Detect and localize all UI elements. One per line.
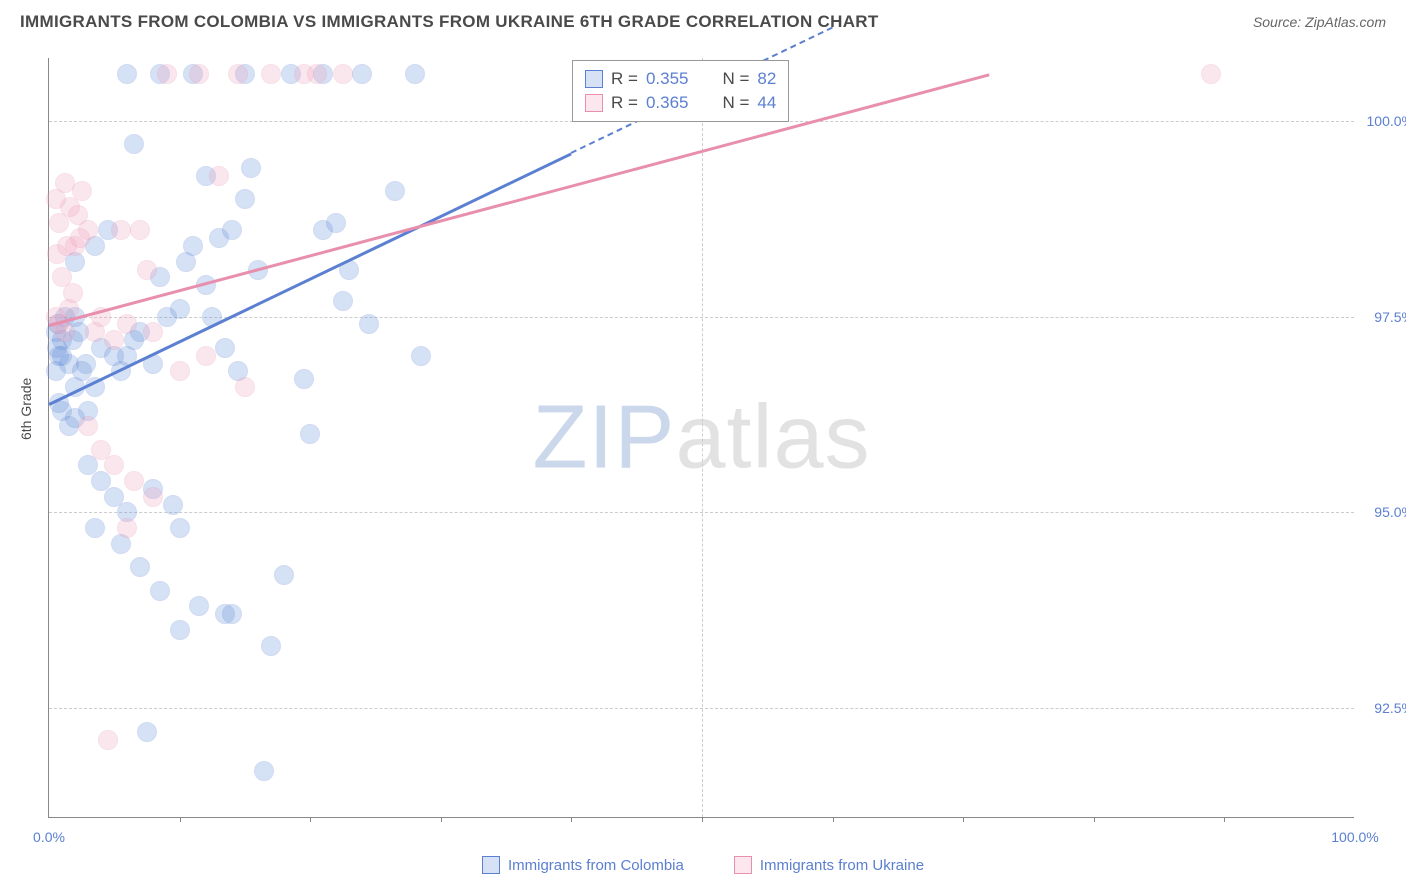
scatter-point [411,346,431,366]
legend-label-colombia: Immigrants from Colombia [508,857,684,874]
scatter-point [170,518,190,538]
scatter-point [124,471,144,491]
scatter-point [300,424,320,444]
scatter-point [111,220,131,240]
y-tick-label: 100.0% [1359,113,1406,129]
scatter-point [405,64,425,84]
scatter-point [222,604,242,624]
scatter-point [254,761,274,781]
x-tick-mark [1094,817,1095,822]
legend-swatch-ukraine [734,856,752,874]
scatter-point [170,620,190,640]
scatter-point [98,730,118,750]
bottom-legend: Immigrants from Colombia Immigrants from… [0,856,1406,874]
scatter-point [189,596,209,616]
scatter-point [235,189,255,209]
scatter-point [143,487,163,507]
legend-item-colombia: Immigrants from Colombia [482,856,684,874]
regression-line [48,152,571,405]
x-tick-mark [702,817,703,822]
scatter-point [104,330,124,350]
y-tick-label: 92.5% [1359,700,1406,716]
scatter-point [209,166,229,186]
scatter-point [326,213,346,233]
stats-swatch [585,94,603,112]
x-tick-label: 100.0% [1331,829,1378,845]
scatter-point [189,64,209,84]
scatter-point [307,64,327,84]
x-tick-mark [180,817,181,822]
source-label: Source: ZipAtlas.com [1253,14,1386,30]
y-axis-label: 6th Grade [18,378,34,440]
scatter-point [150,581,170,601]
scatter-point [333,64,353,84]
scatter-point [1201,64,1221,84]
scatter-point [117,64,137,84]
x-tick-label: 0.0% [33,829,65,845]
scatter-point [261,64,281,84]
gridline [702,58,703,817]
scatter-point [130,557,150,577]
scatter-point [241,158,261,178]
scatter-point [196,346,216,366]
scatter-point [137,722,157,742]
stats-row: R =0.365N =44 [585,91,776,115]
scatter-point [85,518,105,538]
scatter-point [274,565,294,585]
scatter-point [228,64,248,84]
scatter-point [72,181,92,201]
scatter-point [130,220,150,240]
stats-swatch [585,70,603,88]
scatter-point [333,291,353,311]
x-tick-mark [833,817,834,822]
scatter-point [163,495,183,515]
scatter-point [385,181,405,201]
legend-swatch-colombia [482,856,500,874]
scatter-point [72,361,92,381]
scatter-point [352,64,372,84]
scatter-point [359,314,379,334]
scatter-point [294,369,314,389]
x-tick-mark [571,817,572,822]
scatter-point [183,236,203,256]
scatter-point [124,134,144,154]
legend-label-ukraine: Immigrants from Ukraine [760,857,924,874]
scatter-point [143,322,163,342]
scatter-point [261,636,281,656]
scatter-point [170,361,190,381]
scatter-point [78,220,98,240]
scatter-point [170,299,190,319]
regression-line [49,74,990,327]
chart-title: IMMIGRANTS FROM COLOMBIA VS IMMIGRANTS F… [20,12,879,32]
scatter-point [137,260,157,280]
scatter-point [55,322,75,342]
y-tick-label: 95.0% [1359,504,1406,520]
scatter-point [215,338,235,358]
legend-item-ukraine: Immigrants from Ukraine [734,856,924,874]
stats-box: R =0.355N =82R =0.365N =44 [572,60,789,122]
scatter-point [157,64,177,84]
scatter-point [235,377,255,397]
scatter-point [117,518,137,538]
scatter-point [104,455,124,475]
x-tick-mark [963,817,964,822]
scatter-chart: ZIPatlas 92.5%95.0%97.5%100.0%0.0%100.0% [48,58,1354,818]
x-tick-mark [310,817,311,822]
scatter-point [52,267,72,287]
x-tick-mark [441,817,442,822]
x-tick-mark [1224,817,1225,822]
scatter-point [117,314,137,334]
scatter-point [222,220,242,240]
stats-row: R =0.355N =82 [585,67,776,91]
y-tick-label: 97.5% [1359,309,1406,325]
scatter-point [78,416,98,436]
